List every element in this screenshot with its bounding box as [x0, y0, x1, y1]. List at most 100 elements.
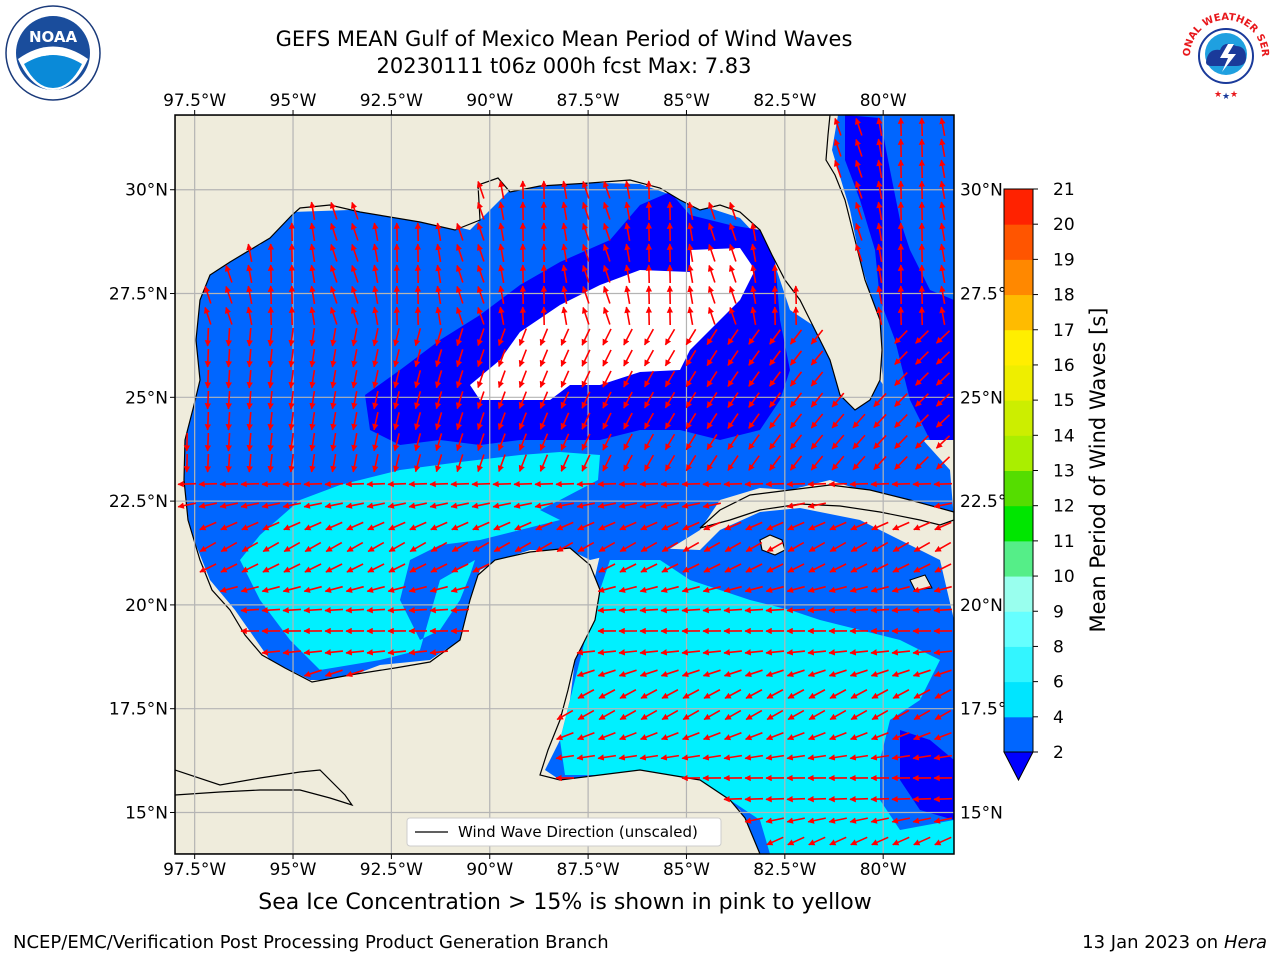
wave-arrow	[393, 370, 400, 389]
wave-arrow	[891, 607, 911, 614]
wave-arrow	[455, 328, 464, 347]
wave-arrow	[455, 285, 464, 304]
wave-arrow	[876, 222, 883, 242]
wave-arrow	[267, 453, 274, 473]
colorbar-tick-label: 8	[1053, 637, 1064, 657]
wave-arrow	[246, 432, 253, 452]
wave-arrow	[581, 306, 590, 325]
wave-arrow	[471, 480, 491, 488]
wave-arrow	[849, 607, 869, 614]
wave-arrow	[939, 201, 946, 220]
wave-arrow	[852, 413, 866, 429]
wave-arrow	[807, 669, 826, 678]
wave-arrow	[934, 563, 952, 573]
wave-arrow	[513, 502, 532, 509]
wave-arrow	[728, 222, 737, 241]
wave-arrow	[807, 607, 827, 614]
wave-arrow	[497, 454, 506, 473]
wave-arrow	[267, 327, 274, 347]
wave-arrow	[935, 414, 951, 428]
wave-arrow	[455, 306, 464, 325]
wave-arrow	[829, 521, 847, 531]
wave-arrow	[309, 222, 316, 242]
wave-arrow	[476, 285, 485, 304]
wave-arrow	[664, 412, 676, 430]
wave-arrow	[288, 369, 295, 389]
wave-arrow	[330, 390, 337, 410]
wave-arrow	[682, 563, 700, 573]
wave-arrow	[829, 541, 847, 553]
wave-arrow	[498, 201, 505, 220]
date-stamp: 13 Jan 2023 on Hera	[1082, 932, 1267, 953]
wave-arrow	[372, 349, 379, 368]
wave-arrow	[581, 370, 591, 388]
wave-arrow	[246, 306, 253, 325]
wave-arrow	[577, 709, 595, 721]
wave-arrow	[681, 585, 700, 593]
wave-arrow	[810, 371, 824, 387]
wave-arrow	[643, 370, 655, 388]
wave-arrow	[602, 328, 612, 346]
wave-arrow	[372, 391, 379, 410]
lon-label-top: 97.5°W	[163, 91, 226, 111]
svg-text:★: ★	[1230, 90, 1238, 100]
wave-arrow	[702, 754, 722, 761]
wave-arrow	[345, 480, 365, 488]
wave-arrow	[577, 541, 595, 553]
wave-arrow	[723, 607, 743, 614]
wave-arrow	[393, 433, 400, 452]
wave-arrow	[451, 521, 469, 531]
wave-arrow	[892, 709, 910, 721]
wave-arrow	[912, 669, 931, 678]
wave-arrow	[623, 370, 633, 388]
wave-arrow	[472, 521, 490, 531]
wave-arrow	[876, 306, 883, 326]
wave-arrow	[618, 502, 637, 509]
wave-arrow	[283, 521, 301, 531]
wave-arrow	[561, 222, 568, 242]
wave-arrow	[350, 222, 359, 241]
wave-arrow	[246, 390, 253, 410]
wave-arrow	[789, 371, 803, 387]
wave-arrow	[539, 349, 549, 367]
wave-arrow	[539, 391, 549, 409]
wave-arrow	[450, 585, 469, 593]
wave-arrow	[393, 328, 400, 347]
wave-arrow	[766, 563, 784, 573]
wave-arrow	[345, 607, 365, 614]
wave-arrow	[935, 372, 951, 386]
wave-arrow	[786, 795, 806, 803]
wave-arrow	[309, 327, 316, 347]
lon-label-top: 95°W	[270, 91, 317, 111]
wave-arrow	[267, 369, 274, 389]
wave-arrow	[787, 563, 805, 573]
wave-arrow	[497, 349, 506, 368]
wave-arrow	[624, 264, 631, 283]
lon-label-bottom: 82.5°W	[753, 860, 816, 880]
wave-arrow	[539, 328, 549, 346]
colorbar-tick-label: 9	[1053, 602, 1064, 622]
wave-arrow	[786, 649, 806, 656]
wave-arrow	[267, 285, 275, 305]
wave-arrow	[892, 836, 910, 846]
wave-arrow	[476, 306, 485, 325]
wave-arrow	[560, 454, 570, 472]
wave-arrow	[623, 328, 633, 346]
wave-arrow	[556, 709, 574, 721]
wave-arrow	[723, 669, 742, 678]
wave-arrow	[624, 222, 631, 241]
wave-arrow	[687, 264, 694, 284]
wave-arrow	[219, 502, 238, 509]
colorbar-swatch	[1004, 329, 1033, 366]
wave-arrow	[702, 480, 722, 488]
wave-arrow	[414, 391, 422, 410]
wave-arrow	[435, 454, 443, 473]
colorbar-tick-label: 20	[1053, 215, 1075, 235]
wave-arrow	[744, 607, 764, 614]
colorbar-swatch	[1004, 435, 1033, 471]
wave-arrow	[204, 327, 212, 347]
wave-arrow	[387, 480, 407, 488]
wave-arrow	[330, 348, 337, 368]
wave-arrow	[707, 285, 716, 304]
